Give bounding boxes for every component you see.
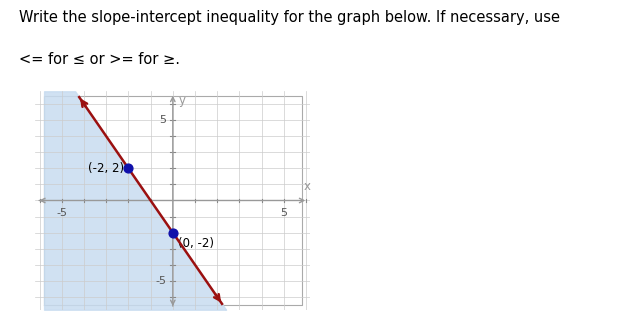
- Text: (0, -2): (0, -2): [179, 237, 214, 250]
- Text: x: x: [303, 180, 310, 193]
- Point: [124, 166, 134, 171]
- Text: 5: 5: [159, 115, 166, 125]
- Text: y: y: [179, 95, 186, 108]
- Text: <= for ≤ or >= for ≥.: <= for ≤ or >= for ≥.: [19, 52, 180, 67]
- Text: (-2, 2): (-2, 2): [88, 162, 124, 175]
- Text: -5: -5: [56, 208, 67, 218]
- Text: -5: -5: [155, 276, 166, 286]
- Text: Write the slope-intercept inequality for the graph below. If necessary, use: Write the slope-intercept inequality for…: [19, 10, 560, 25]
- Point: [168, 230, 178, 235]
- Text: 5: 5: [280, 208, 287, 218]
